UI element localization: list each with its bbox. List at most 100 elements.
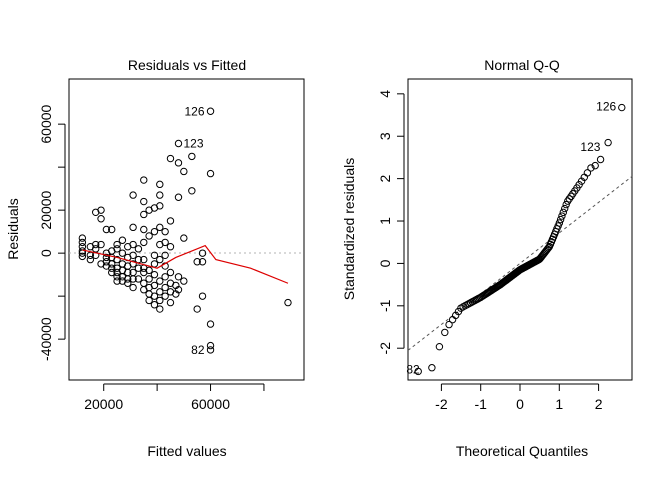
y-tick-label: -2 [377, 342, 393, 355]
smooth-line [82, 244, 289, 284]
axis-ticks: 20000 60000 -40000 0 20000 60000 [38, 104, 265, 412]
y-tick-label: -40000 [38, 317, 54, 361]
data-point [558, 212, 566, 220]
data-point [140, 238, 148, 247]
point-annotation: 126 [185, 104, 205, 118]
data-point [140, 176, 148, 184]
x-tick-label: 0 [516, 396, 524, 412]
plot-frame [407, 78, 633, 381]
data-point [206, 346, 215, 354]
data-point [161, 251, 169, 260]
data-point [97, 215, 105, 223]
x-tick-label: 2 [595, 396, 603, 412]
data-point [435, 342, 444, 351]
data-point [140, 210, 148, 219]
y-tick-label: -1 [377, 299, 393, 312]
data-point [156, 202, 164, 210]
data-point [129, 191, 137, 199]
data-point [150, 301, 159, 309]
y-tick-label: 0 [38, 249, 54, 257]
data-point [161, 273, 169, 281]
data-point [113, 273, 121, 281]
data-point [180, 167, 188, 176]
y-tick-label: 60000 [38, 104, 54, 143]
data-point [150, 281, 159, 290]
data-point [113, 255, 121, 264]
point-annotations: 126 123 82 [406, 100, 616, 377]
data-point [556, 215, 565, 224]
data-point [156, 255, 164, 264]
data-point [156, 277, 164, 285]
data-point [78, 234, 87, 242]
data-point [198, 258, 207, 266]
data-point [428, 364, 436, 372]
data-point [156, 223, 164, 232]
data-point [118, 236, 127, 244]
data-point [156, 288, 164, 296]
data-point [129, 240, 137, 249]
data-point [445, 320, 453, 329]
data-point [596, 155, 605, 164]
data-point [591, 161, 599, 170]
data-point [108, 264, 116, 272]
data-point [193, 258, 201, 266]
plot-frame [68, 78, 305, 381]
y-tick-label: 4 [377, 90, 393, 98]
residuals-vs-fitted-panel: Residuals vs Fitted 20000 60000-400000200… [5, 57, 305, 459]
data-point [166, 298, 175, 307]
data-point [166, 268, 175, 277]
data-point [166, 217, 175, 225]
data-point [97, 206, 105, 214]
data-point [174, 286, 183, 294]
data-point [113, 240, 121, 249]
data-point [174, 273, 183, 281]
data-point [583, 169, 592, 177]
data-point [414, 367, 422, 376]
data-point [145, 232, 153, 240]
data-point [206, 341, 215, 350]
chart-title: Residuals vs Fitted [128, 57, 246, 73]
data-point [206, 107, 215, 115]
smooth-line-path [82, 244, 289, 284]
data-point [113, 277, 121, 285]
data-point [124, 275, 132, 283]
point-annotation: 82 [406, 362, 420, 376]
data-point [544, 244, 553, 252]
data-point [206, 320, 215, 328]
data-point [193, 305, 201, 313]
y-tick-label: 3 [377, 132, 393, 140]
data-point [166, 154, 175, 163]
y-axis-label: Standardized residuals [341, 158, 357, 300]
chart-title: Normal Q-Q [484, 57, 560, 73]
data-point [129, 275, 137, 283]
data-points [414, 103, 626, 376]
data-point [174, 193, 183, 201]
data-point [92, 251, 100, 260]
data-point [140, 197, 148, 206]
y-tick-label: 20000 [38, 190, 54, 229]
y-tick-label: 1 [377, 217, 393, 225]
data-point [118, 249, 127, 257]
data-point [174, 159, 183, 167]
data-point [134, 264, 143, 272]
data-point [124, 279, 132, 287]
data-point [156, 180, 164, 189]
qq-reference-line [407, 176, 633, 351]
data-point [198, 292, 207, 300]
data-point [134, 245, 143, 253]
x-axis-label: Fitted values [147, 443, 226, 459]
data-point [180, 277, 188, 285]
data-points [78, 107, 292, 354]
data-point [108, 225, 116, 234]
data-point [129, 283, 137, 292]
data-point [102, 225, 111, 234]
x-tick-label: 60000 [191, 396, 230, 412]
data-point [561, 204, 569, 213]
point-annotation: 123 [580, 140, 600, 154]
data-point [102, 253, 111, 262]
data-point [113, 245, 121, 253]
point-annotation: 123 [183, 137, 203, 151]
data-point [555, 219, 564, 227]
y-tick-label: 0 [377, 259, 393, 267]
